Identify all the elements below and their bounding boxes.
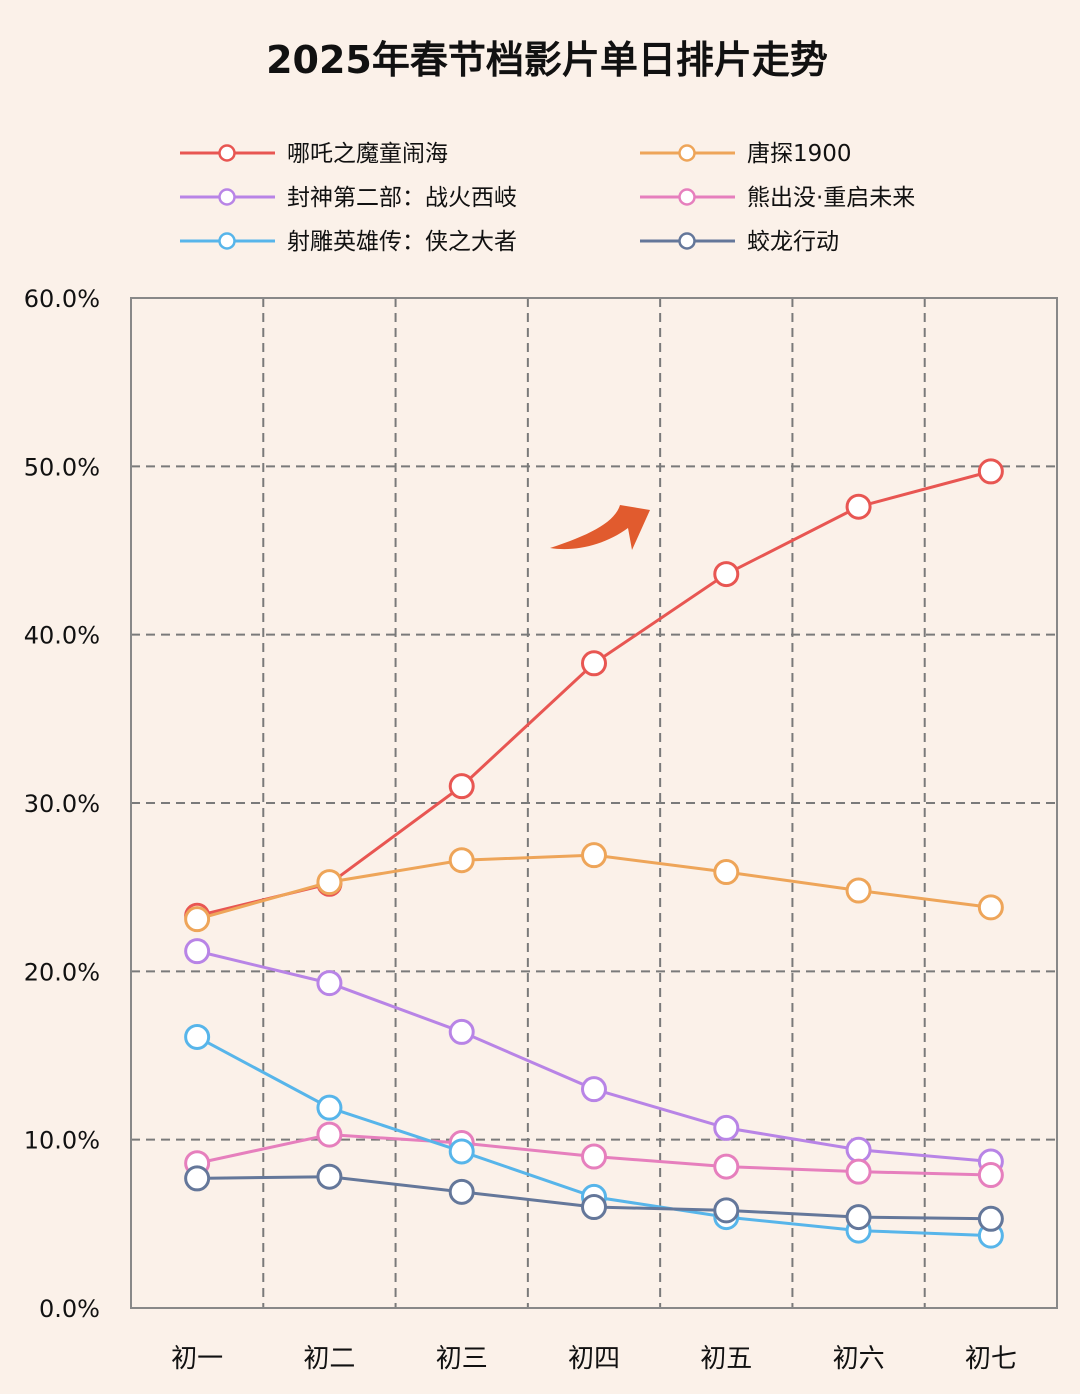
data-point [448,1018,475,1045]
y-tick-label: 0.0% [39,1295,100,1323]
data-point [977,1162,1004,1189]
y-axis-ticks: 0.0% 10.0% 20.0% 30.0% 40.0% 50.0% 60.0% [24,285,100,1323]
data-point [448,773,475,800]
y-tick-label: 40.0% [24,622,100,650]
legend-item: 封神第二部：战火西岐 [180,185,517,211]
data-point [845,1204,872,1231]
legend-marker [678,144,696,162]
legend-label: 哪吒之魔童闹海 [287,141,448,167]
legend-marker [218,144,236,162]
legend-item: 熊出没·重启未来 [640,185,915,211]
data-point [316,869,343,896]
x-tick-label: 初六 [833,1344,885,1374]
data-point [581,1143,607,1170]
data-point [977,458,1004,485]
data-point [184,938,211,965]
data-point [845,493,872,520]
legend-label: 封神第二部：战火西岐 [287,185,517,211]
data-point [448,1138,475,1165]
legend-item: 蛟龙行动 [640,229,839,255]
series-line-group [184,1163,1004,1232]
data-point [713,1197,740,1224]
legend-label: 蛟龙行动 [747,229,839,255]
legend-label: 熊出没·重启未来 [747,185,915,211]
data-point [448,847,475,874]
data-point [845,877,872,904]
x-tick-label: 初四 [568,1344,620,1374]
data-point [977,1205,1004,1232]
data-point [581,842,607,869]
x-tick-label: 初五 [700,1344,752,1374]
y-tick-label: 10.0% [24,1127,100,1155]
data-point [184,1023,211,1050]
data-point [713,1153,740,1180]
legend-item: 唐探1900 [640,141,852,167]
x-axis-ticks: 初一 初二 初三 初四 初五 初六 初七 [171,1344,1017,1374]
gridlines [131,298,1057,1308]
legend-label: 射雕英雄传：侠之大者 [287,229,517,255]
data-point [184,906,211,933]
data-point [581,650,607,677]
legend-item: 射雕英雄传：侠之大者 [180,229,517,255]
data-point [977,894,1004,921]
data-point [316,1094,343,1121]
legend-label: 唐探1900 [747,141,852,167]
legend-item: 哪吒之魔童闹海 [180,141,448,167]
series-line-group [184,938,1004,1175]
legend-marker [678,232,696,250]
legend: 哪吒之魔童闹海 唐探1900 封神第二部：战火西岐 熊出没·重启未来射雕英雄传：侠之大… [180,141,915,255]
data-point [581,1194,607,1220]
data-point [316,1121,343,1148]
series-line-group [184,842,1004,933]
data-point [713,859,740,886]
data-point [316,970,343,997]
data-point [713,561,740,588]
series-line [196,949,991,1164]
legend-marker [678,188,696,206]
y-tick-label: 60.0% [24,285,100,313]
trend-arrow-icon [550,505,650,550]
legend-marker [218,232,236,250]
y-tick-label: 50.0% [24,453,100,481]
y-tick-label: 30.0% [24,790,100,818]
x-tick-label: 初二 [303,1344,355,1374]
data-point [845,1136,872,1163]
chart-title: 2025年春节档影片单日排片走势 [266,38,828,82]
data-point [713,1114,740,1141]
x-tick-label: 初三 [436,1344,488,1374]
data-point [581,1076,607,1103]
data-point [316,1163,343,1190]
legend-marker [218,188,236,206]
data-point [184,1165,211,1192]
x-tick-label: 初一 [171,1344,223,1374]
data-point [448,1178,475,1205]
plot-frame [130,297,1058,1309]
data-point [845,1158,872,1185]
x-tick-label: 初七 [965,1344,1017,1374]
series-group [184,458,1004,1249]
y-tick-label: 20.0% [24,958,100,986]
